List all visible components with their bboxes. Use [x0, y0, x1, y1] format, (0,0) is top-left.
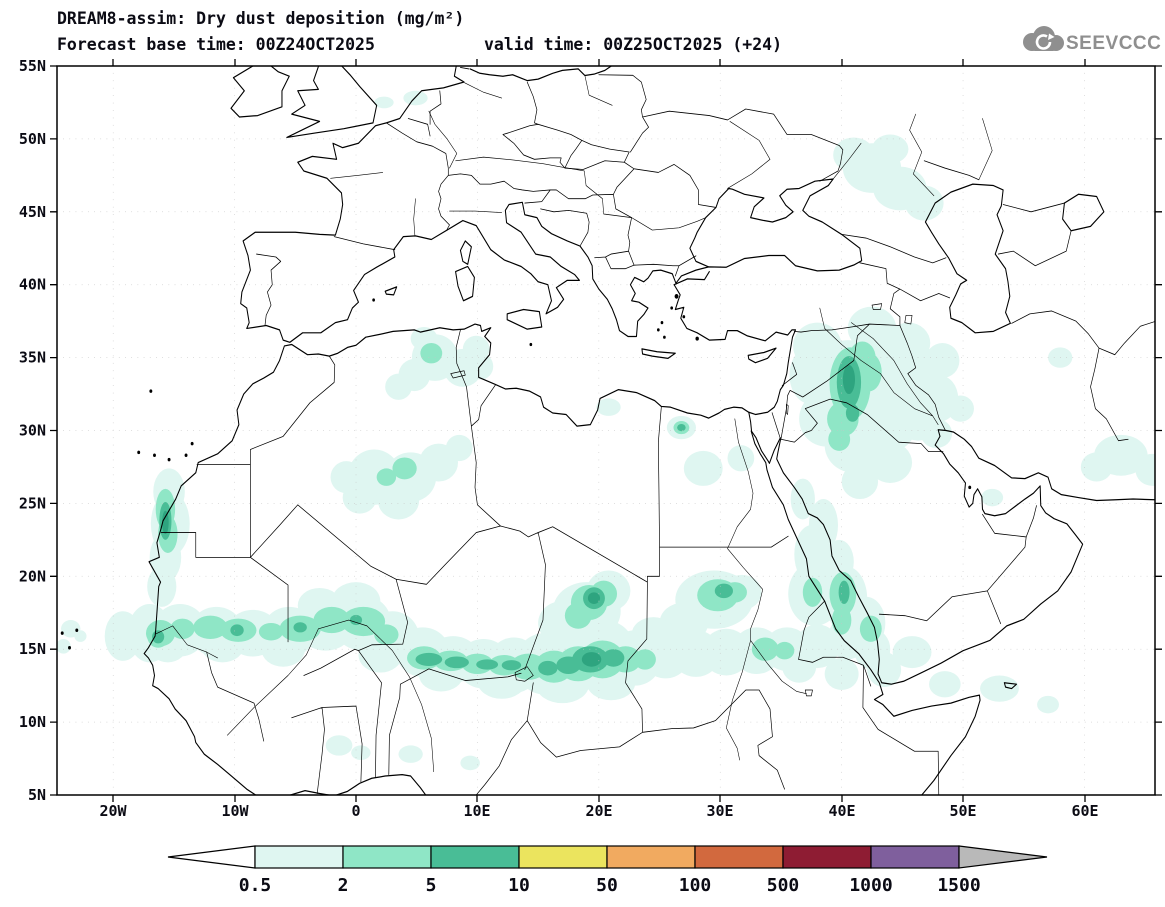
dust-level2-layer [145, 341, 882, 683]
lat-label: 50N [19, 130, 46, 148]
lat-label: 35N [19, 349, 46, 367]
coastline-redsea-west-horn [750, 430, 981, 795]
lat-label: 30N [19, 422, 46, 440]
river-nile [726, 418, 807, 761]
borders-europe [256, 67, 844, 326]
coastline-caspian [924, 183, 1011, 334]
coastline-arabia-gulf [776, 429, 1155, 685]
lon-axis: 20W 10W 0 10E 20E 30E 40E 50E 60E [99, 802, 1098, 820]
lat-label: 55N [19, 57, 46, 75]
colorbar-label: 100 [679, 875, 712, 896]
rivers-europe [330, 75, 993, 237]
top-ticks [112, 59, 1086, 66]
subtitle-valid-time: valid time: 00Z25OCT2025 (+24) [484, 35, 782, 54]
lat-label: 25N [19, 494, 46, 512]
coastline-marmara-south [673, 270, 710, 286]
lat-label: 10N [19, 713, 46, 731]
lon-label: 50E [949, 802, 976, 820]
river-niger [155, 619, 434, 773]
swirl-arrowhead-icon [1048, 33, 1055, 40]
colorbar-label: 50 [596, 875, 618, 896]
colorbar-segment [694, 845, 784, 869]
lon-label: 20W [99, 802, 127, 820]
coastline-ireland [230, 66, 290, 118]
colorbar-labels: 0.5 2 5 10 50 100 500 1000 1500 [239, 875, 981, 896]
colorbar-label: 10 [508, 875, 530, 896]
colorbar-segment [342, 845, 432, 869]
lon-label: 20E [585, 802, 612, 820]
colorbar-label: 1000 [849, 875, 892, 896]
colorbar-below-min-arrow [167, 845, 256, 869]
colorbar: 0.5 2 5 10 50 100 500 1000 1500 [167, 845, 1048, 896]
colorbar-segment [870, 845, 960, 869]
graticule-layer [57, 66, 1155, 795]
left-ticks [50, 65, 57, 796]
small-islands-dots [60, 294, 972, 650]
seevccc-logo: SEEVCCC [1023, 26, 1161, 54]
logo-text: SEEVCCC [1066, 33, 1161, 54]
colorbar-above-max-arrow [958, 845, 1048, 869]
borders-mideast [771, 323, 1037, 625]
lat-label: 20N [19, 567, 46, 585]
lat-axis: 55N 50N 45N 40N 35N 30N 25N 20N 15N 10N … [19, 57, 46, 804]
colorbar-segment [430, 845, 520, 869]
swirl-icon [1035, 34, 1052, 50]
lon-label: 30E [706, 802, 733, 820]
coastline-anatolia-africa [143, 284, 797, 795]
lat-label: 40N [19, 276, 46, 294]
colorbar-label: 0.5 [239, 875, 272, 896]
lat-label: 45N [19, 203, 46, 221]
borders-africa [160, 329, 940, 795]
borders-caucasus-centralasia [841, 160, 1155, 442]
axis-ticks [50, 59, 1162, 802]
map [57, 66, 1155, 795]
lon-label: 0 [351, 802, 360, 820]
coastline-islands [384, 240, 1017, 690]
colorbar-label: 500 [767, 875, 800, 896]
colorbar-label: 2 [338, 875, 349, 896]
colorbar-segment [254, 845, 344, 869]
lat-label: 5N [28, 786, 46, 804]
colorbar-label: 1500 [937, 875, 980, 896]
coastline-aral [1062, 193, 1105, 232]
lon-label: 40E [828, 802, 855, 820]
coastline-europe-blacksea [240, 66, 863, 343]
bottom-ticks [112, 795, 1086, 802]
lakes [450, 303, 913, 697]
colorbar-label: 5 [426, 875, 437, 896]
dust-level1-layer [57, 90, 1155, 771]
rivers-mesopotamia [819, 307, 939, 425]
colorbar-segment [606, 845, 696, 869]
lon-label: 60E [1071, 802, 1098, 820]
colorbar-segment [782, 845, 872, 869]
coastline-britain [286, 66, 378, 139]
coastline-layer [60, 66, 1155, 795]
coastline-baltic [469, 66, 613, 82]
right-ticks [1155, 65, 1162, 796]
page-title: DREAM8-assim: Dry dust deposition (mg/m²… [57, 9, 464, 28]
colorbar-segment [518, 845, 608, 869]
subtitle-base-time: Forecast base time: 00Z24OCT2025 [57, 35, 375, 54]
lon-label: 10W [221, 802, 249, 820]
coastline-sinai [748, 411, 781, 464]
lon-label: 10E [463, 802, 490, 820]
lat-label: 15N [19, 640, 46, 658]
border-layer [160, 67, 1155, 795]
dust-level3-core-layer [162, 364, 856, 667]
river-layer [155, 75, 993, 773]
